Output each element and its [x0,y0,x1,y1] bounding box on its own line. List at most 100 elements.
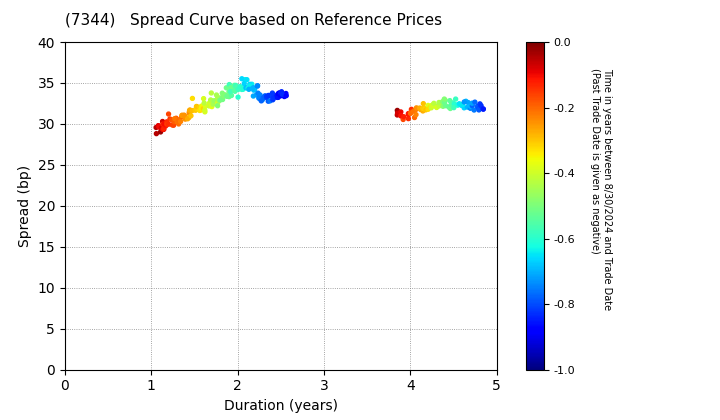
Point [256,97,267,104]
Point [402,115,414,122]
Point [392,107,403,114]
Y-axis label: Spread (bp): Spread (bp) [18,165,32,247]
Point [176,114,187,121]
Point [157,126,168,133]
Point [263,92,274,99]
Point [456,102,467,109]
Point [467,100,478,107]
Point [426,102,438,109]
Point [191,105,202,112]
Point [252,82,264,89]
Point [247,85,258,92]
Point [447,100,459,106]
Point [395,112,407,119]
Point [472,103,483,110]
Point [157,121,168,128]
Point [425,103,436,110]
Point [212,94,223,101]
Point [217,96,228,103]
Point [259,92,271,99]
Point [161,121,173,127]
Point [184,110,195,117]
Point [184,107,196,113]
Point [185,113,197,119]
Point [449,101,460,108]
Point [238,86,249,93]
Point [431,103,443,110]
Point [194,107,205,114]
Point [212,94,224,101]
Point [240,76,251,83]
Point [269,94,281,100]
Point [452,102,464,108]
Point [236,86,248,93]
Point [205,97,217,103]
Point [155,129,166,135]
Point [409,107,420,114]
Point [272,90,284,97]
Point [179,116,191,123]
Point [410,111,422,118]
Point [468,107,480,113]
Point [475,102,487,109]
X-axis label: Duration (years): Duration (years) [224,399,338,413]
Point [459,105,470,111]
Point [217,94,228,101]
Point [431,104,442,111]
Point [173,121,184,127]
Point [171,119,183,126]
Point [150,130,162,137]
Point [230,82,242,89]
Point [191,103,202,110]
Point [418,100,429,107]
Point [473,107,485,113]
Point [214,97,225,104]
Point [392,110,403,116]
Point [176,112,188,119]
Point [256,97,268,103]
Point [186,107,198,114]
Point [477,106,489,113]
Point [199,108,211,115]
Point [474,100,486,107]
Point [409,114,420,121]
Point [462,99,474,106]
Point [225,92,237,99]
Point [405,110,416,117]
Point [191,103,202,110]
Point [267,97,279,103]
Point [456,101,468,108]
Point [244,81,256,88]
Point [212,102,223,109]
Point [197,105,209,112]
Point [436,100,447,107]
Point [444,105,456,112]
Point [276,88,287,95]
Point [243,86,255,93]
Point [158,126,169,132]
Point [243,85,254,92]
Point [426,102,438,109]
Point [207,101,219,108]
Text: Time in years between 8/30/2024 and Trade Date
(Past Trade Date is given as nega: Time in years between 8/30/2024 and Trad… [590,68,612,310]
Point [437,98,449,105]
Point [205,97,217,104]
Point [264,97,276,104]
Point [164,116,176,122]
Point [275,90,287,97]
Point [229,88,240,94]
Point [233,86,244,93]
Point [199,107,210,113]
Point [219,92,230,98]
Point [236,75,248,82]
Point [182,116,194,122]
Point [203,102,215,109]
Point [395,113,407,119]
Point [249,86,261,93]
Point [184,107,195,114]
Point [459,99,470,105]
Point [457,101,469,108]
Point [267,96,279,102]
Point [417,108,428,114]
Point [251,83,263,89]
